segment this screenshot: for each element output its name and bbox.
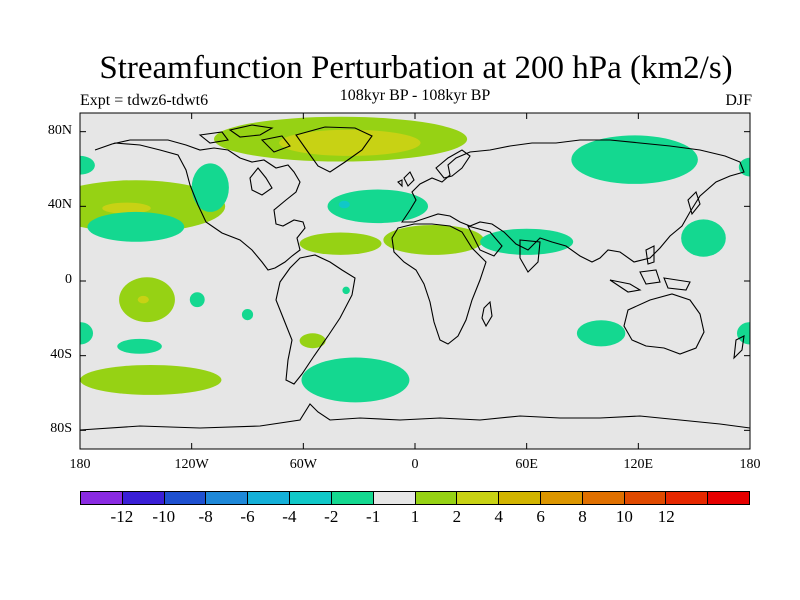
coastline-greenland (295, 126, 373, 173)
colorbar-box (539, 491, 583, 505)
anomaly-south-pacific-core (137, 295, 149, 304)
lat-tick-label: 0 (65, 272, 72, 287)
coastline-eurasia (400, 139, 745, 263)
anomaly-dateline-east-negative (738, 157, 750, 177)
colorbar-box (205, 491, 249, 505)
experiment-label: Expt = tdwz6-tdwt6 (80, 92, 209, 109)
colorbar-label: 8 (578, 507, 587, 526)
lon-tick-label: 180 (739, 457, 761, 472)
lat-tick-label: 80N (47, 122, 72, 138)
coastline-hudson-bay (249, 167, 273, 196)
anomaly-drake-negative (301, 357, 410, 403)
colorbar-label: 4 (494, 507, 504, 526)
anomaly-north-atlantic-negative (327, 189, 429, 224)
lon-tick-label: 60E (515, 457, 538, 472)
colorbar-label: 1 (410, 507, 420, 526)
coastline-madagascar (481, 300, 493, 328)
season-label: DJF (725, 92, 752, 109)
colorbar-label: -10 (152, 507, 176, 526)
anomaly-southeast-pacific-negative (117, 338, 162, 354)
coastline-arctic-islands (198, 124, 291, 153)
colorbar-box (581, 491, 625, 505)
lon-tick-label: 60W (289, 457, 317, 472)
coastline-arabia (466, 225, 503, 257)
colorbar-box (247, 491, 291, 505)
colorbar-label: -2 (324, 507, 339, 526)
anomaly-layer (80, 116, 750, 403)
colorbar-label: -4 (282, 507, 297, 526)
anomaly-southern-ocean-positive (80, 365, 222, 395)
colorbar-box (414, 491, 458, 505)
colorbar-box (163, 491, 207, 505)
colorbar-label: 10 (615, 507, 633, 526)
anomaly-africa-positive (383, 225, 484, 255)
coastline-south-america (275, 254, 356, 385)
coastline-australia (623, 293, 705, 355)
coastline-japan (687, 190, 701, 216)
colorbar-box (456, 491, 500, 505)
colorbar-box (372, 491, 416, 505)
anomaly-small-negative-c (342, 286, 350, 295)
colorbar-label: -6 (240, 507, 255, 526)
anomaly-west-pacific-negative (681, 219, 726, 257)
anomaly-small-negative-a (189, 292, 205, 308)
colorbar-label: -8 (198, 507, 213, 526)
coastline-british-isles (397, 171, 415, 188)
lat-tick-label: 40N (47, 197, 72, 213)
colorbar-box (121, 491, 165, 505)
coastline-layer (80, 124, 750, 431)
anomaly-arabia-negative (480, 228, 574, 255)
anomaly-dateline-south-west (80, 322, 94, 345)
page-title: Streamfunction Perturbation at 200 hPa (… (99, 50, 733, 86)
lon-tick-label: 120W (174, 457, 209, 472)
anomaly-greenland-core (279, 129, 421, 156)
colorbar-box (289, 491, 332, 505)
colorbar-box (623, 491, 667, 505)
coastline-india (519, 239, 541, 273)
coastline-africa (391, 223, 487, 345)
anomaly-north-atlantic-core (338, 200, 350, 209)
anomaly-north-america-negative (191, 163, 229, 212)
colorbar-box (707, 491, 750, 505)
anomaly-subtropical-atlantic-positive (299, 232, 382, 255)
lon-tick-label: 180 (69, 457, 91, 472)
coastline-indonesia (609, 245, 691, 293)
colorbar-label: 12 (657, 507, 675, 526)
coastline-antarctica (80, 403, 750, 431)
anomaly-dateline-south-east (736, 322, 750, 345)
anomaly-siberia-negative (571, 135, 698, 184)
lat-tick-label: 80S (50, 421, 72, 437)
lon-tick-label: 0 (411, 457, 419, 472)
anomaly-dateline-west-negative (80, 155, 95, 175)
coastline-north-america (94, 139, 306, 271)
anomaly-north-pacific-negative (87, 211, 185, 242)
coastline-new-zealand (733, 335, 745, 360)
tick-marks (79, 113, 751, 449)
anomaly-small-negative-b (241, 309, 254, 321)
colorbar-label: -1 (366, 507, 381, 526)
colorbar-label: -12 (110, 507, 134, 526)
colorbar-label: 6 (536, 507, 545, 526)
colorbar-box (665, 491, 709, 505)
colorbar-box (498, 491, 541, 505)
colorbar-box (330, 491, 374, 505)
colorbar (80, 491, 750, 505)
coastline-scandinavia (435, 149, 471, 179)
anomaly-indian-ocean-negative (576, 320, 626, 347)
anomaly-north-pacific-core (102, 202, 151, 214)
colorbar-label: 2 (452, 507, 462, 526)
period-label: 108kyr BP - 108kyr BP (339, 87, 491, 104)
anomaly-south-america-positive (299, 333, 326, 349)
colorbar-box (80, 491, 123, 505)
lat-tick-label: 40S (50, 346, 72, 362)
lon-tick-label: 120E (623, 457, 654, 472)
